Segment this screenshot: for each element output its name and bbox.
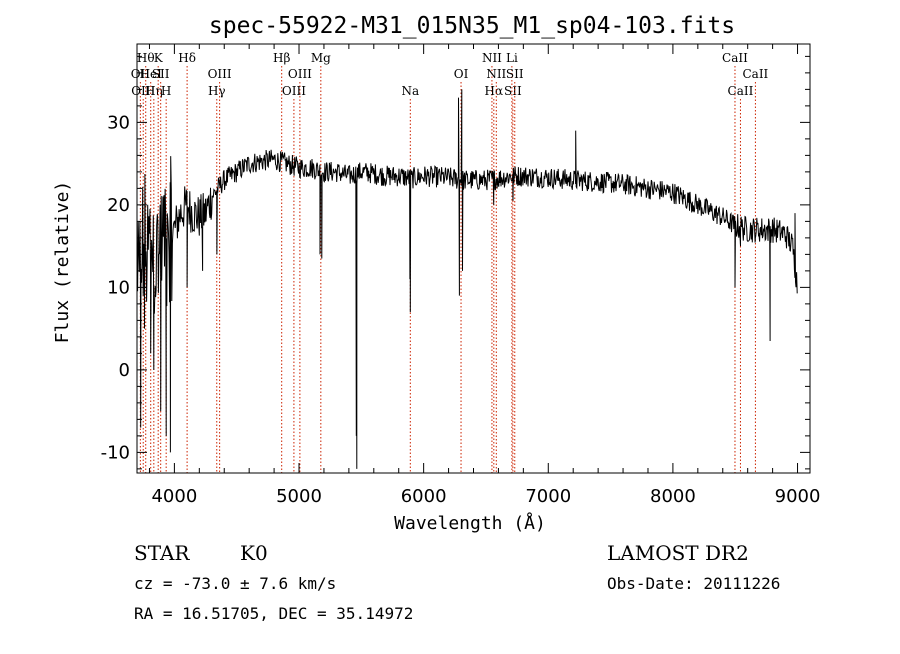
- line-marker-label: OI: [454, 67, 469, 81]
- spectral-subclass: K0: [240, 541, 268, 565]
- line-marker-label: Mg: [311, 51, 331, 65]
- y-axis-label: Flux (relative): [52, 181, 73, 344]
- line-marker-label: CaII: [728, 84, 754, 98]
- line-marker-label: Hθ: [137, 51, 155, 65]
- line-marker-label: SII: [152, 67, 170, 81]
- x-tick-label: 4000: [151, 486, 197, 507]
- line-marker-label: Li: [506, 51, 518, 65]
- coordinates: RA = 16.51705, DEC = 35.14972: [134, 604, 413, 623]
- y-tick-label: 30: [107, 112, 130, 133]
- line-marker-label: Hγ: [208, 84, 226, 98]
- x-tick-label: 9000: [775, 486, 821, 507]
- y-tick-label: 0: [119, 360, 130, 381]
- plot-frame: [136, 43, 811, 474]
- redshift-velocity: cz = -73.0 ± 7.6 km/s: [134, 574, 336, 593]
- x-tick-label: 5000: [276, 486, 322, 507]
- y-tick-label: 10: [107, 277, 130, 298]
- x-tick-label: 7000: [525, 486, 571, 507]
- line-marker-label: NII: [482, 51, 502, 65]
- y-tick-label: -10: [101, 442, 130, 463]
- observation-date: Obs-Date: 20111226: [607, 574, 780, 593]
- line-marker-label: HeI: [140, 67, 163, 81]
- line-marker-label: SII: [504, 84, 522, 98]
- line-marker-label: NII: [486, 67, 506, 81]
- line-marker-label: Hβ: [273, 51, 290, 65]
- line-marker-label: H: [161, 84, 171, 98]
- line-marker-label: Hα: [485, 84, 504, 98]
- object-class: STAR: [134, 541, 190, 565]
- line-marker-label: SII: [506, 67, 524, 81]
- x-axis-label: Wavelength (Å): [394, 512, 546, 534]
- x-tick-label: 6000: [401, 486, 447, 507]
- line-marker-label: Na: [401, 84, 419, 98]
- line-marker-label: K: [154, 51, 164, 65]
- line-marker-label: OIII: [288, 67, 312, 81]
- line-marker-label: OIII: [282, 84, 306, 98]
- line-marker-label: CaII: [742, 67, 768, 81]
- axis-ticks: 4000 5000 6000 7000 8000 9000 -10 0 10 20 30: [101, 44, 821, 507]
- x-tick-label: 8000: [650, 486, 696, 507]
- y-tick-label: 20: [107, 195, 130, 216]
- spectrum-line: [137, 89, 798, 469]
- line-marker-label: OIII: [208, 67, 232, 81]
- survey-name: LAMOST DR2: [607, 541, 749, 565]
- chart-title: spec-55922-M31_015N35_M1_sp04-103.fits: [209, 13, 735, 39]
- line-marker-label: CaII: [722, 51, 748, 65]
- line-marker-label: Hδ: [178, 51, 196, 65]
- line-markers: OIIOIIIHθHeIHηKSIIHHδHγOIIIHβOIIIOIIIMgN…: [131, 51, 769, 473]
